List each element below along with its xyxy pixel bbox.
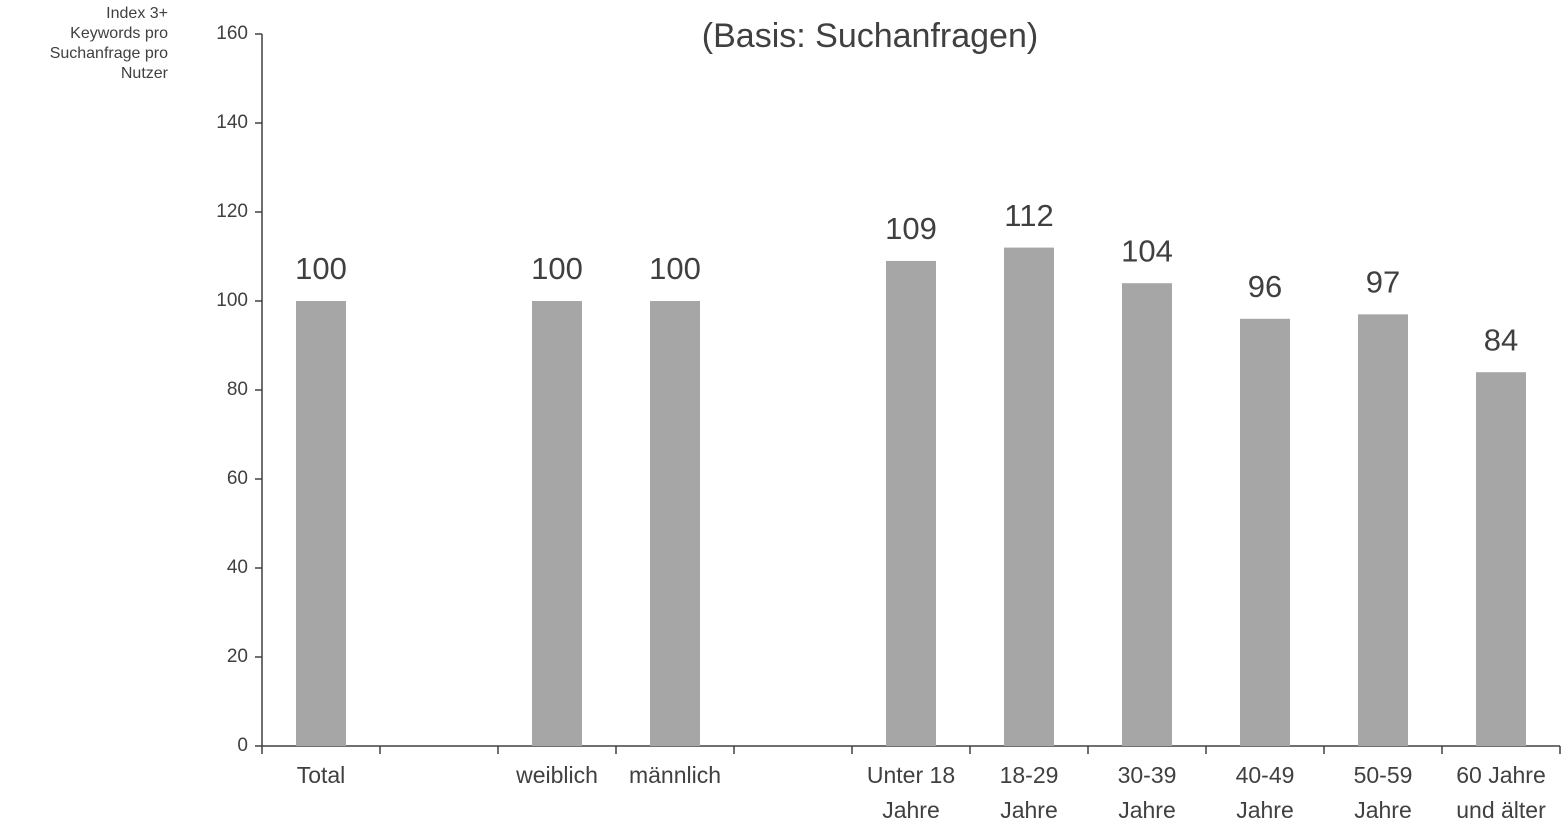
x-tick-label: Unter 18 Jahre — [866, 762, 956, 823]
y-tick-label: 40 — [227, 557, 248, 578]
y-tick-label: 60 — [227, 468, 248, 489]
bar — [1358, 314, 1408, 746]
chart-title: (Basis: Suchanfragen) — [702, 17, 1038, 55]
x-tick-label: männlich — [628, 762, 722, 788]
y-tick-label: 140 — [216, 112, 248, 133]
bar — [532, 301, 582, 746]
value-label: 100 — [531, 251, 583, 286]
value-label: 84 — [1484, 322, 1518, 357]
value-label: 97 — [1366, 265, 1400, 300]
x-tick-label: weiblich — [516, 762, 598, 788]
bar — [1004, 247, 1054, 746]
y-tick-label: 120 — [216, 201, 248, 222]
bar — [1122, 283, 1172, 746]
y-tick-label: 0 — [237, 735, 248, 756]
y-tick-label: 160 — [216, 23, 248, 44]
value-label: 104 — [1121, 233, 1173, 268]
y-tick-label: 80 — [227, 379, 248, 400]
x-tick-label: 18-29 Jahre — [999, 762, 1059, 823]
value-label: 109 — [885, 211, 937, 246]
value-label: 100 — [295, 251, 347, 286]
y-axis-label: Index 3+ Keywords pro Suchanfrage pro Nu… — [49, 5, 168, 82]
y-tick-label: 100 — [216, 290, 248, 311]
x-tick-label: 40-49 Jahre — [1235, 762, 1295, 823]
bar — [1240, 318, 1290, 746]
bar — [296, 301, 346, 746]
x-tick-label: 50-59 Jahre — [1353, 762, 1413, 823]
value-label: 100 — [649, 251, 701, 286]
value-label: 112 — [1004, 198, 1053, 233]
y-tick-label: 20 — [227, 646, 248, 667]
x-tick-label: 30-39 Jahre — [1117, 762, 1177, 823]
x-tick-label: 60 Jahre und älter — [1456, 762, 1546, 823]
x-tick-label: Total — [296, 762, 346, 788]
bar — [1476, 372, 1526, 746]
bar — [886, 260, 936, 746]
value-label: 96 — [1248, 269, 1282, 304]
bar — [650, 301, 700, 746]
